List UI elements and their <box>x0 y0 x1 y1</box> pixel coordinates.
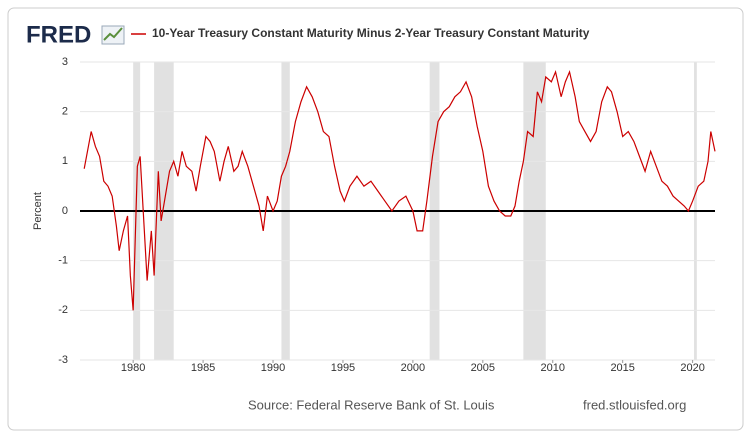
logo: FRED <box>26 21 91 48</box>
y-tick-label: 2 <box>62 106 68 118</box>
x-tick-label: 2005 <box>471 362 495 374</box>
y-axis-label: Percent <box>32 192 44 230</box>
site: fred.stlouisfed.org <box>583 397 686 412</box>
x-tick-label: 1985 <box>191 362 215 374</box>
y-tick-label: -2 <box>58 304 68 316</box>
y-tick-label: 3 <box>62 56 68 68</box>
x-tick-label: 1980 <box>121 362 145 374</box>
legend-label: 10-Year Treasury Constant Maturity Minus… <box>152 26 590 40</box>
logo-icon <box>101 25 125 45</box>
frame <box>7 7 744 431</box>
series-line <box>83 69 716 311</box>
y-tick-label: 0 <box>62 205 68 217</box>
source: Source: Federal Reserve Bank of St. Loui… <box>248 397 495 412</box>
y-tick-label: -1 <box>58 255 68 267</box>
x-tick-label: 2000 <box>401 362 425 374</box>
x-tick-label: 1990 <box>261 362 285 374</box>
x-tick-label: 2015 <box>610 362 634 374</box>
x-tick-label: 1995 <box>331 362 355 374</box>
y-tick-label: 1 <box>62 155 68 167</box>
x-tick-label: 2010 <box>541 362 565 374</box>
x-tick-label: 2020 <box>680 362 704 374</box>
y-tick-label: -3 <box>58 354 68 366</box>
